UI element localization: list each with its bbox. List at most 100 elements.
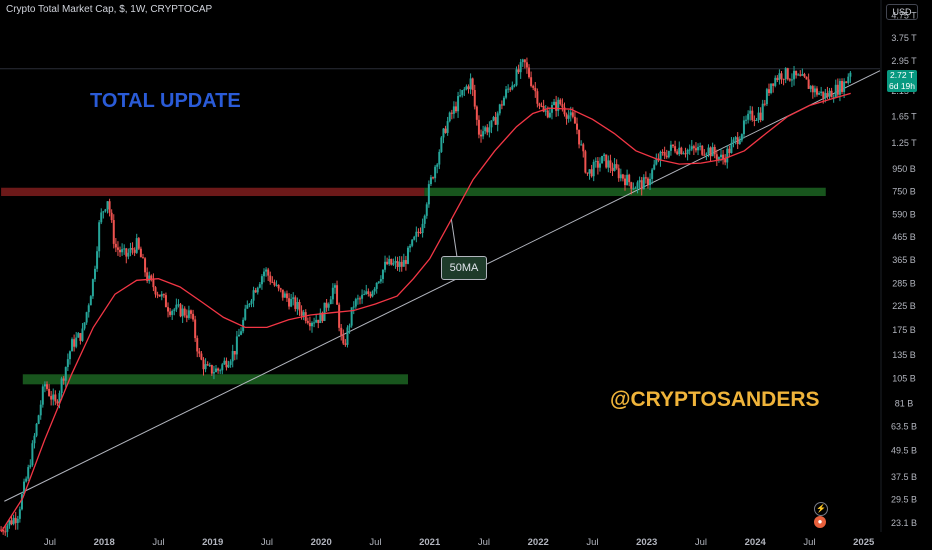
candle-body — [6, 525, 9, 532]
candle-body — [607, 160, 610, 168]
candle-body — [463, 89, 466, 91]
candle-body — [603, 154, 606, 157]
candle-body — [557, 99, 560, 111]
candle-body — [427, 184, 430, 205]
candle-body — [507, 88, 510, 90]
candle-body — [759, 112, 762, 121]
candle-body — [707, 147, 710, 154]
candle-body — [711, 146, 714, 157]
candle-body — [231, 350, 234, 362]
candle-body — [413, 236, 416, 240]
candle-body — [129, 247, 132, 253]
candle-body — [626, 174, 629, 186]
candle-body — [534, 87, 537, 92]
support-zone — [22, 374, 408, 385]
candle-body — [757, 112, 760, 120]
candle-body — [248, 303, 251, 306]
candle-body — [782, 78, 785, 80]
y-tick-label: 1.65 T — [891, 111, 917, 121]
y-tick-label: 950 B — [892, 164, 916, 174]
candle-body — [390, 258, 393, 265]
candle-body — [784, 68, 787, 80]
candle-body — [703, 154, 706, 156]
candle-body — [204, 364, 207, 370]
candle-body — [536, 91, 539, 104]
support-zone — [424, 187, 826, 197]
candle-body — [260, 276, 263, 285]
candle-body — [25, 478, 28, 482]
candle-body — [156, 294, 159, 296]
candle-body — [611, 167, 614, 171]
candle-body — [89, 296, 92, 306]
candle-body — [114, 243, 117, 248]
candle-body — [250, 300, 253, 304]
earnings-icon[interactable]: ● — [814, 516, 826, 528]
candle-body — [12, 517, 15, 525]
candle-body — [173, 309, 176, 311]
candle-body — [613, 164, 616, 171]
y-tick-label: 225 B — [892, 301, 916, 311]
candle-body — [288, 298, 291, 307]
currency-button[interactable]: USD — [886, 4, 918, 20]
candle-body — [409, 245, 412, 248]
candle-body — [440, 137, 443, 152]
candle-body — [212, 372, 215, 374]
candle-body — [755, 119, 758, 121]
candle-body — [308, 322, 311, 327]
candle-body — [638, 180, 641, 183]
candle-body — [805, 76, 808, 80]
candle-body — [221, 364, 224, 371]
candle-body — [361, 294, 364, 299]
candle-body — [761, 103, 764, 121]
candle-body — [336, 285, 339, 305]
candle-body — [490, 120, 493, 128]
candle-body — [206, 364, 209, 366]
candle-body — [39, 404, 42, 416]
candle-body — [164, 295, 167, 308]
candle-body — [680, 147, 683, 154]
candle-body — [753, 119, 756, 121]
candle-body — [651, 169, 654, 179]
candle-body — [404, 260, 407, 264]
candle-body — [742, 120, 745, 135]
candle-body — [617, 168, 620, 179]
candle-body — [461, 90, 464, 96]
candle-body — [240, 331, 243, 335]
x-tick-label: Jul — [44, 537, 56, 548]
candle-body — [52, 394, 55, 400]
candle-body — [469, 78, 472, 90]
candle-body — [705, 153, 708, 155]
y-tick-label: 3.75 T — [891, 33, 917, 43]
candle-body — [415, 231, 418, 237]
candle-body — [444, 128, 447, 133]
candle-body — [148, 275, 151, 282]
candle-body — [730, 142, 733, 154]
x-tick-label: Jul — [152, 537, 164, 548]
x-tick-label: 2019 — [202, 537, 223, 548]
candle-body — [102, 211, 105, 213]
lightning-icon[interactable]: ⚡ — [814, 502, 828, 516]
candle-body — [425, 204, 428, 216]
candle-body — [18, 509, 21, 519]
candle-body — [473, 90, 476, 107]
candle-body — [471, 78, 474, 91]
candle-body — [421, 223, 424, 233]
x-tick-label: 2024 — [745, 537, 767, 548]
candle-body — [807, 79, 810, 89]
y-tick-label: 49.5 B — [891, 445, 917, 455]
candle-body — [586, 172, 589, 174]
candle-body — [152, 279, 155, 288]
candle-body — [843, 81, 846, 92]
candle-body — [803, 74, 806, 77]
candle-body — [519, 62, 522, 73]
candle-body — [665, 155, 668, 158]
candle-body — [442, 128, 445, 138]
candle-body — [596, 160, 599, 168]
candle-body — [555, 101, 558, 111]
candle-body — [154, 287, 157, 295]
candle-body — [181, 308, 184, 317]
candle-body — [27, 467, 30, 479]
price-badge: 2.72 T 6d 19h — [887, 70, 917, 92]
candle-body — [210, 365, 213, 374]
candle-body — [640, 180, 643, 190]
